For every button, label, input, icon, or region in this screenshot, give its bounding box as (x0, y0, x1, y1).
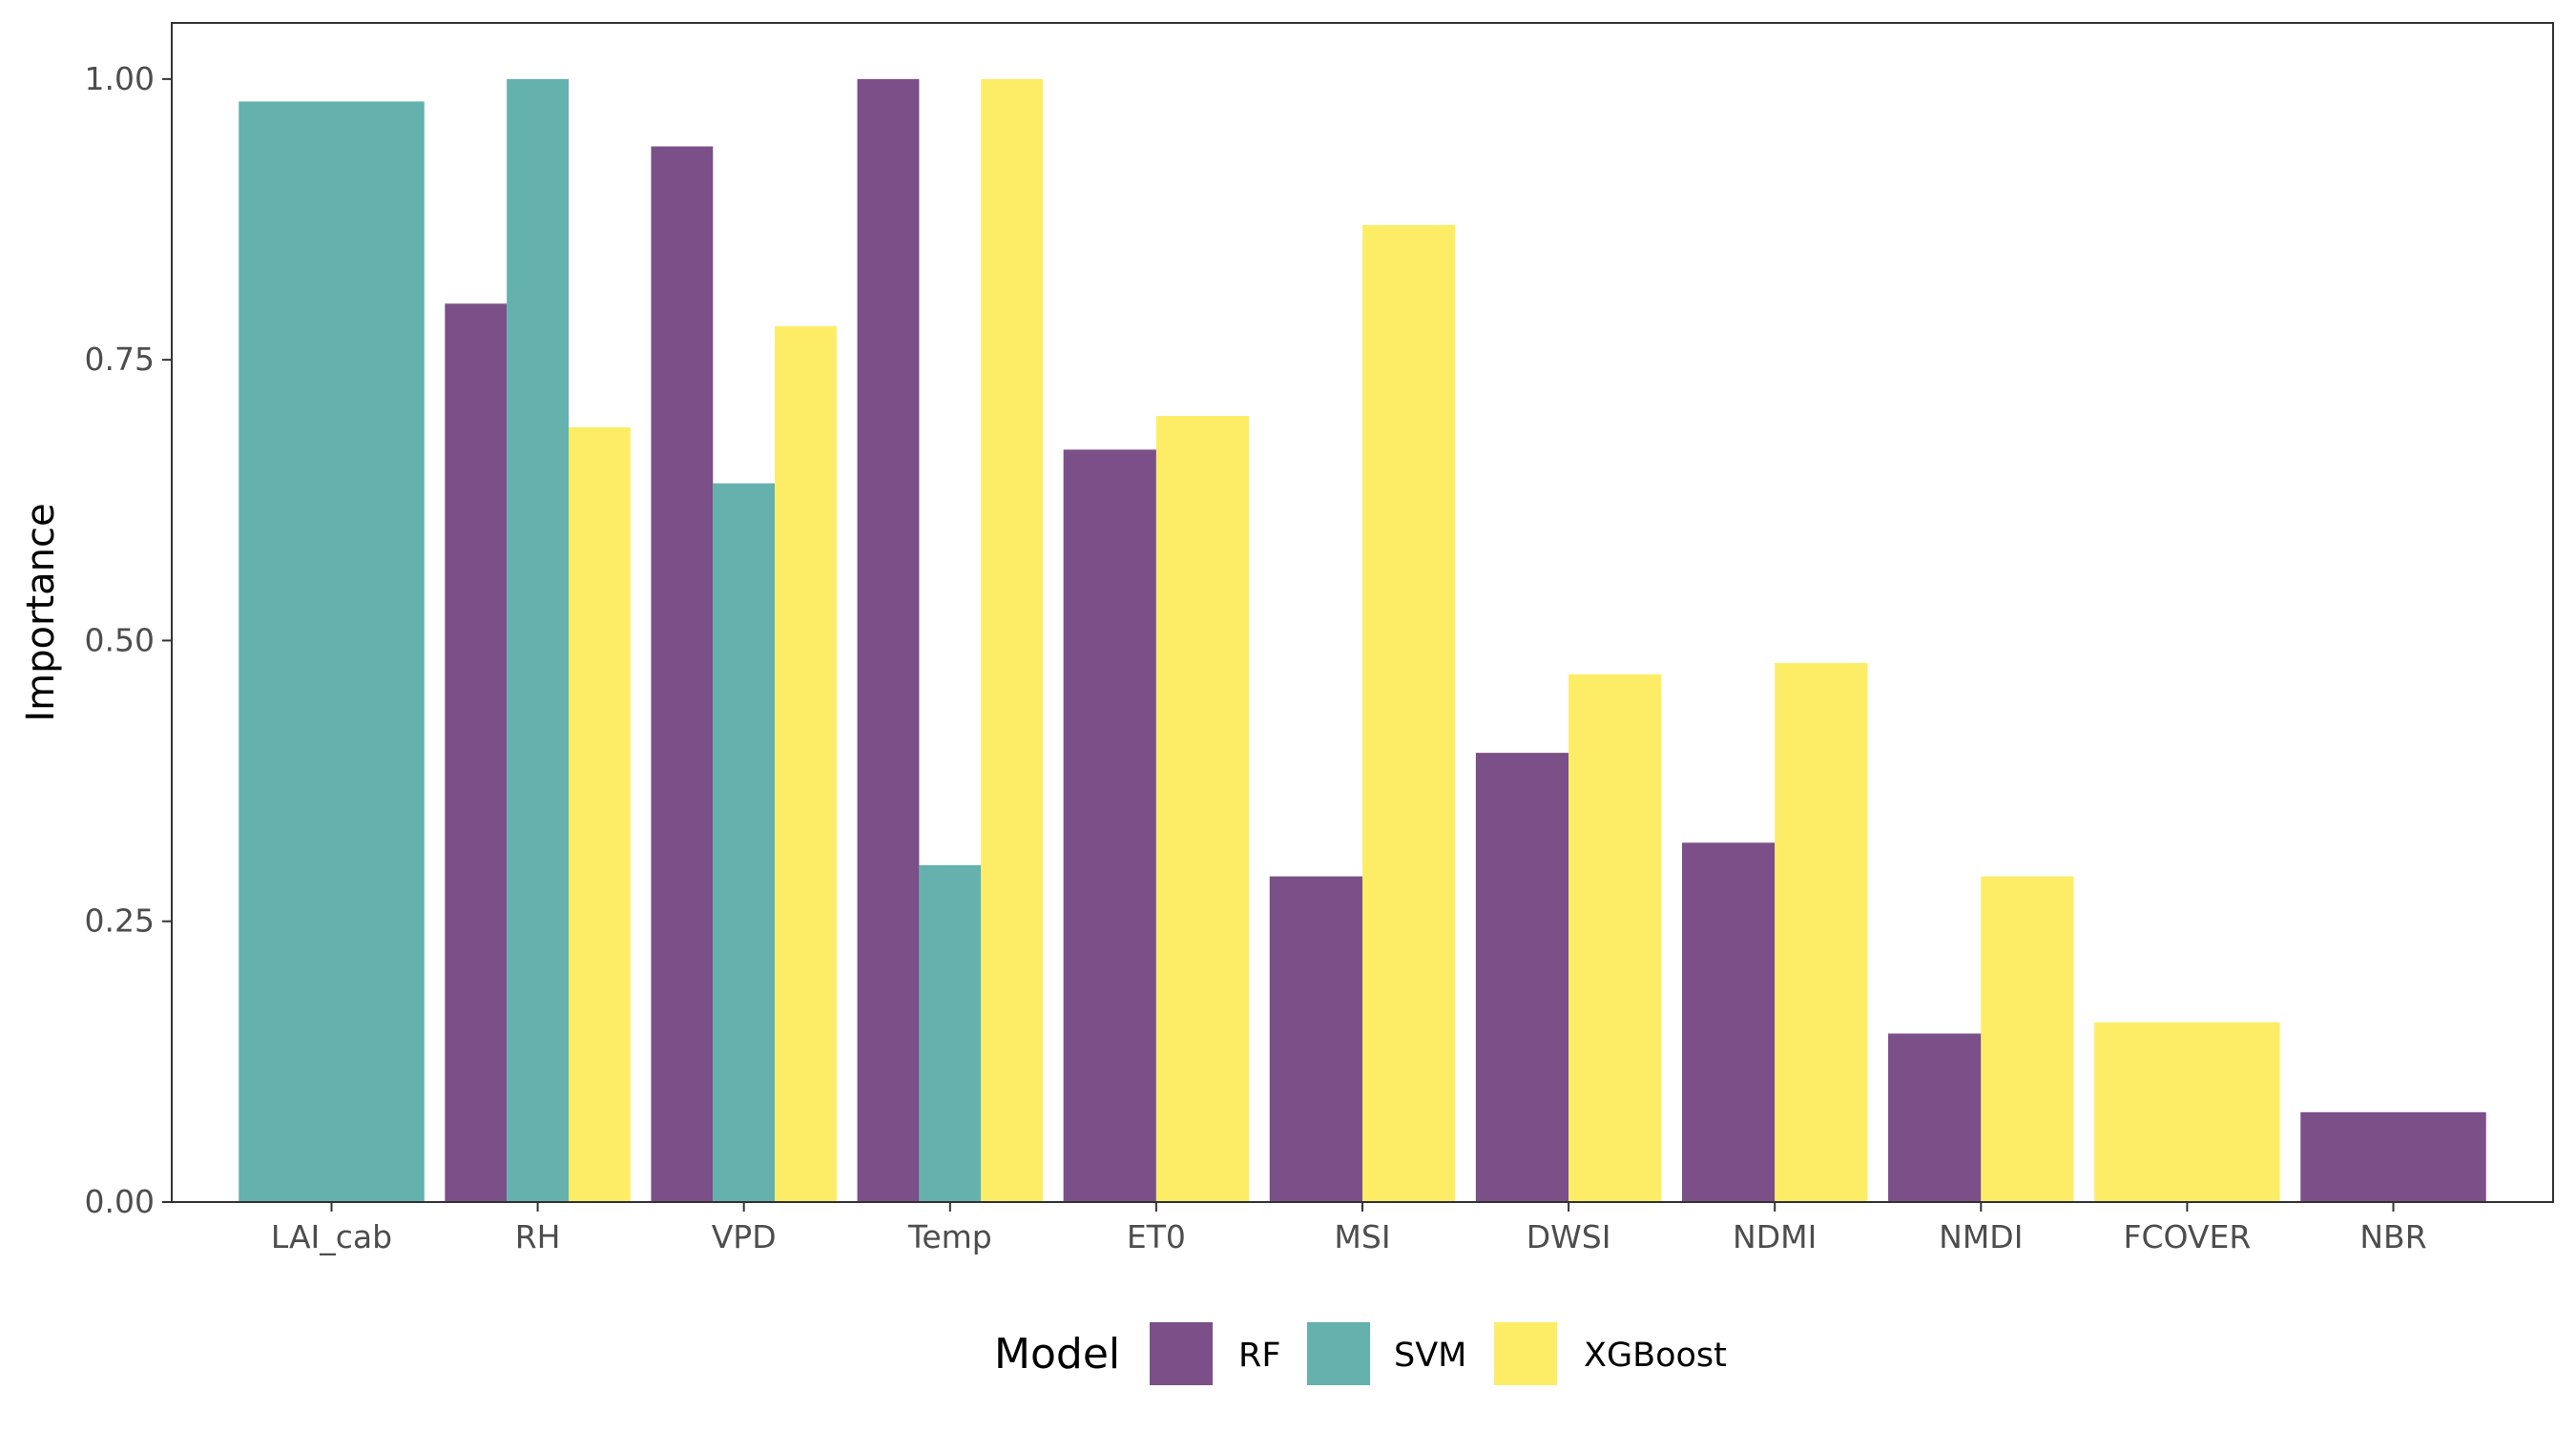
bar-xgboost-rh (569, 426, 631, 1202)
x-tick-label: RH (515, 1218, 561, 1255)
bar-xgboost-fcover (2094, 1022, 2280, 1202)
x-tick-label: ET0 (1127, 1218, 1186, 1255)
y-tick-label: 0.00 (85, 1183, 155, 1220)
bar-xgboost-dwsi (1568, 674, 1662, 1202)
legend-key-xgboost (1494, 1322, 1557, 1385)
bar-rf-dwsi (1475, 753, 1569, 1202)
x-tick-label: Temp (907, 1218, 992, 1255)
bar-rf-ndmi (1681, 842, 1776, 1202)
bar-xgboost-msi (1362, 224, 1456, 1202)
bar-svm-rh (507, 78, 569, 1202)
bar-rf-nmdi (1888, 1033, 1982, 1202)
bar-svm-temp (919, 864, 982, 1202)
x-axis: LAI_cab RH VPD Temp ET0 MSI DWSI NDMI NMDI FCOVER… (271, 1202, 2427, 1255)
y-tick-label: 1.00 (85, 60, 155, 97)
legend-label-rf: RF (1238, 1337, 1280, 1375)
bar-rf-msi (1269, 876, 1362, 1202)
bar-rf-et0 (1063, 449, 1156, 1202)
y-axis-title: Importance (19, 503, 63, 721)
legend-title: Model (994, 1330, 1120, 1379)
y-axis: 0.00 0.25 0.50 0.75 1.00 (85, 60, 172, 1220)
y-tick-label: 0.25 (85, 902, 155, 940)
bar-rf-nbr (2300, 1111, 2486, 1202)
bar-xgboost-et0 (1155, 416, 1250, 1202)
x-tick-label: MSI (1334, 1218, 1390, 1255)
x-tick-label: NMDI (1939, 1218, 2023, 1255)
x-tick-label: DWSI (1527, 1218, 1611, 1255)
bar-xgboost-ndmi (1775, 662, 1868, 1202)
bars-layer (239, 78, 2486, 1203)
bar-xgboost-temp (981, 78, 1044, 1202)
y-tick-label: 0.75 (85, 341, 155, 378)
x-tick-label: VPD (712, 1218, 777, 1255)
bar-rf-temp (857, 78, 920, 1202)
bar-svm-vpd (713, 483, 776, 1203)
bar-svm-lai-cab (239, 101, 425, 1202)
x-tick-label: LAI_cab (271, 1218, 392, 1255)
y-tick-label: 0.50 (85, 621, 155, 658)
legend-label-xgboost: XGBoost (1584, 1337, 1727, 1375)
bar-rf-rh (445, 303, 508, 1202)
legend: Model RF SVM XGBoost (994, 1322, 1727, 1385)
legend-label-svm: SVM (1394, 1337, 1466, 1375)
legend-key-rf (1150, 1322, 1213, 1385)
bar-xgboost-nmdi (1981, 876, 2074, 1202)
x-tick-label: NBR (2359, 1218, 2426, 1255)
x-tick-label: FCOVER (2124, 1218, 2252, 1255)
bar-rf-vpd (651, 146, 714, 1202)
bar-xgboost-vpd (775, 325, 837, 1202)
x-tick-label: NDMI (1733, 1218, 1817, 1255)
legend-key-svm (1307, 1322, 1370, 1385)
